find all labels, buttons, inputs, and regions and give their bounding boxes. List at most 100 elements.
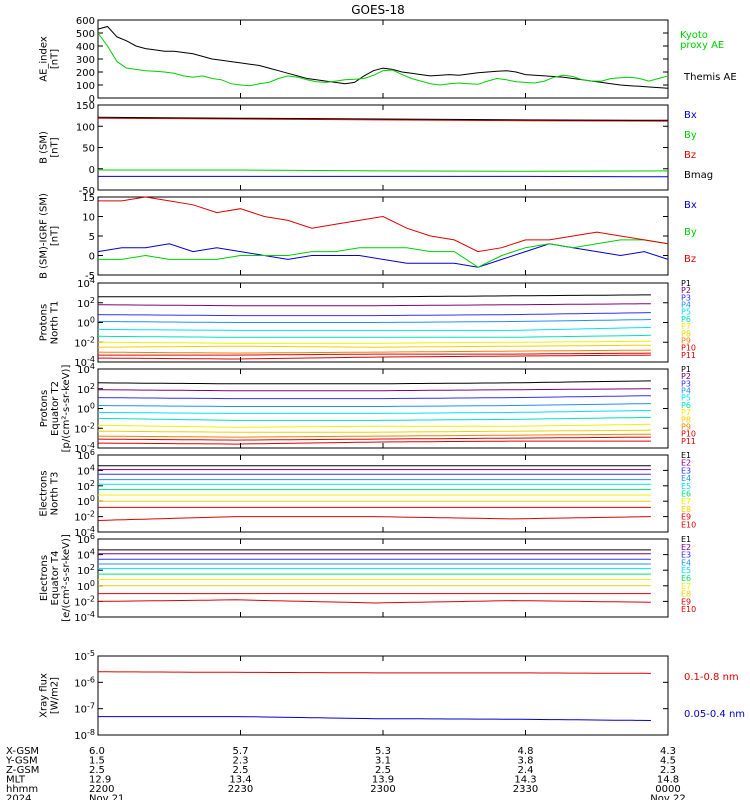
y-tick-label: 10-4 xyxy=(74,525,95,539)
series-line-themis-ae xyxy=(97,25,669,89)
y-axis-label: [W/m2] xyxy=(50,677,61,714)
x-cell: Nov 22 xyxy=(650,794,685,800)
legend-label: E1 xyxy=(681,535,691,544)
y-tick-label: 10-4 xyxy=(74,610,95,624)
legend-label: P4 xyxy=(681,301,691,310)
y-tick-label: 10-2 xyxy=(74,594,95,608)
y-tick-label: 104 xyxy=(77,362,95,376)
y-axis-label: [nT] xyxy=(50,137,61,157)
y-axis-label: Xray flux xyxy=(39,673,50,718)
y-axis-label: North T3 xyxy=(50,472,61,516)
legend-label: E2 xyxy=(681,543,691,552)
legend-label: E7 xyxy=(681,582,691,591)
y-axis-label: [p/(cm²-s-sr-keV)] xyxy=(61,365,72,453)
series-line-p9 xyxy=(97,349,651,354)
legend-label: P10 xyxy=(681,430,696,439)
y-tick-label: 10-7 xyxy=(74,702,95,716)
y-axis-label: [nT] xyxy=(50,49,61,69)
y-axis-label: [e/(cm²-s-sr-keV)] xyxy=(61,534,72,622)
series-line-kyoto-proxy-ae xyxy=(97,32,669,87)
series-group-xray xyxy=(98,671,651,721)
panel-bigrf: 15 10 5 0 -5 B (SM)-IGRF (SM) [nT] Bx By Bz xyxy=(39,193,697,282)
series-group-pn xyxy=(97,294,651,360)
x-cell: 2.5 xyxy=(89,765,105,776)
legend-label: Themis AE xyxy=(683,72,737,83)
legend-label: P7 xyxy=(681,322,691,331)
legend-label: E7 xyxy=(681,497,691,506)
legend-label: P3 xyxy=(681,379,691,388)
x-cell: 5.7 xyxy=(233,746,249,757)
legend-label: P3 xyxy=(681,293,691,302)
legend-label: Bx xyxy=(684,110,697,121)
y-tick-label: 0 xyxy=(89,252,95,263)
series-line-bz xyxy=(97,117,669,122)
legend-label: P2 xyxy=(681,372,691,381)
legend-label: P10 xyxy=(681,344,696,353)
legend-label: E9 xyxy=(681,597,691,606)
y-tick-label: 50 xyxy=(82,144,95,155)
x-cell: 13.9 xyxy=(372,775,394,786)
legend-label: E2 xyxy=(681,459,691,468)
y-axis-label: Electrons xyxy=(39,470,50,516)
legend-label: Bz xyxy=(684,254,696,265)
legend-label: P9 xyxy=(681,422,691,431)
legend-label: 0.05-0.4 nm xyxy=(684,709,745,720)
series-group-ae xyxy=(97,25,669,89)
x-cell: 5.3 xyxy=(375,746,391,757)
y-axis-label: North T1 xyxy=(50,301,61,345)
x-cell: 3.8 xyxy=(518,756,534,767)
y-axis-label: Protons xyxy=(39,390,50,427)
y-axis-label: Electrons xyxy=(39,555,50,601)
legend-label: P2 xyxy=(681,286,691,295)
y-tick-label: 10-2 xyxy=(74,335,95,349)
x-cell: 4.8 xyxy=(518,746,534,757)
x-row-label: 2024 xyxy=(6,794,31,800)
legend-label: E4 xyxy=(681,474,691,483)
x-axis-table: X-GSM 6.0 5.7 5.3 4.8 4.3 Y-GSM 1.5 2.3 3.1 3.8 4.5… xyxy=(5,746,686,800)
series-line-p6 xyxy=(97,334,651,338)
panel-xray: 10-5 10-6 10-7 10-8 Xray flux [W/m2] 0.1-0.8 n… xyxy=(39,649,746,742)
y-tick-label: 10 xyxy=(82,213,95,224)
y-tick-label: 102 xyxy=(77,382,95,396)
legend-label: P11 xyxy=(681,351,696,360)
series-line-by xyxy=(98,239,669,268)
legend-label: P7 xyxy=(681,408,691,417)
series-line-p4 xyxy=(97,319,651,323)
x-cell: 2200 xyxy=(89,784,114,795)
series-line-p7 xyxy=(97,423,651,428)
series-line-bz xyxy=(98,196,669,253)
series-line-by xyxy=(98,169,669,172)
series-line-p1 xyxy=(97,380,651,385)
series-group-en xyxy=(97,465,651,521)
y-tick-label: 10-2 xyxy=(74,421,95,435)
y-tick-label: 102 xyxy=(77,479,95,493)
x-cell: 2330 xyxy=(513,784,538,795)
y-tick-label: 10-2 xyxy=(74,510,95,524)
x-cell: 13.4 xyxy=(229,775,251,786)
y-tick-label: -50 xyxy=(79,186,95,197)
legend-label: E5 xyxy=(681,566,691,575)
x-row-label: Z-GSM xyxy=(6,765,39,776)
x-cell: 14.3 xyxy=(514,775,536,786)
x-cell: 3.1 xyxy=(375,756,391,767)
series-line-p9 xyxy=(97,433,651,438)
series-group-bsm xyxy=(97,116,669,178)
panel-frame xyxy=(97,19,669,99)
x-cell: 0000 xyxy=(655,784,680,795)
panel-frame xyxy=(97,655,669,736)
legend-label: E9 xyxy=(681,513,691,522)
y-tick-label: 10-4 xyxy=(74,355,95,369)
x-cell: 2.5 xyxy=(375,765,391,776)
y-tick-label: 500 xyxy=(76,29,95,40)
legend-label: P4 xyxy=(681,387,691,396)
legend-label: By xyxy=(684,130,697,141)
y-tick-label: 104 xyxy=(77,276,95,290)
y-tick-label: 106 xyxy=(77,532,95,546)
y-axis-label: B (SM)-IGRF (SM) xyxy=(39,193,50,279)
y-tick-label: 10-6 xyxy=(74,675,95,689)
legend-label: Bmag xyxy=(684,170,713,181)
series-line-p5 xyxy=(97,326,651,331)
chart-title: GOES-18 xyxy=(351,3,405,17)
panel-ae: 600 500 400 300 200 100 0 AE_index [nT] Kyotoprox… xyxy=(39,16,737,105)
